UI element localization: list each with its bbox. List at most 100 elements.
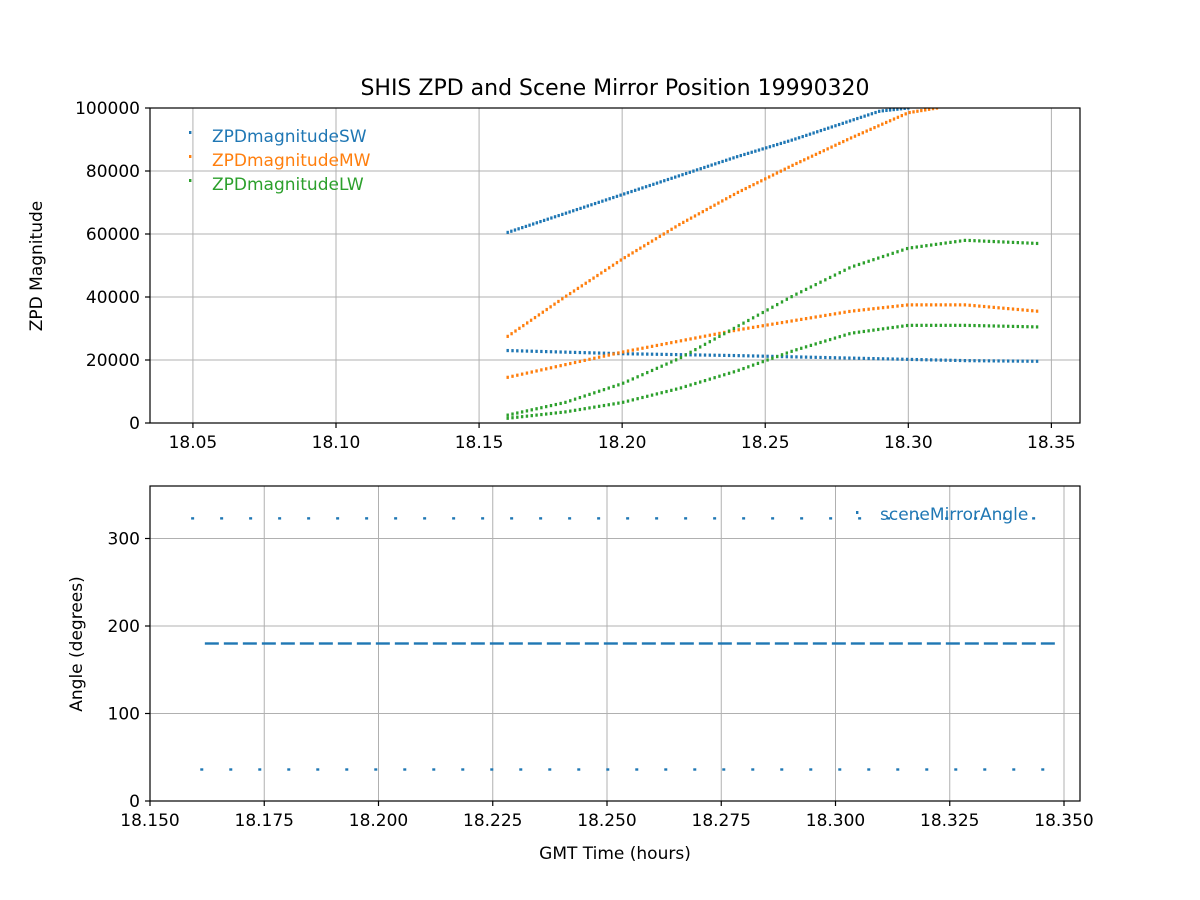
- data-point-ZPDmagnitudeLW: [732, 370, 736, 374]
- data-point-ZPDmagnitudeMW: [843, 310, 846, 314]
- data-point-ZPDmagnitudeLW: [949, 240, 952, 244]
- data-point-ZPDmagnitudeLW: [973, 323, 976, 328]
- data-point-sceneMirrorAngle: [565, 642, 580, 645]
- legend-marker-ZPDmagnitudeLW: [189, 179, 192, 182]
- data-point-ZPDmagnitudeLW: [886, 253, 890, 257]
- data-point-ZPDmagnitudeLW: [954, 240, 957, 244]
- data-point-ZPDmagnitudeLW: [511, 412, 514, 416]
- data-point-ZPDmagnitudeMW: [576, 286, 580, 291]
- data-point-ZPDmagnitudeMW: [905, 303, 909, 307]
- data-point-ZPDmagnitudeSW: [735, 155, 739, 159]
- data-point-ZPDmagnitudeMW: [597, 355, 601, 359]
- data-point-ZPDmagnitudeMW: [553, 302, 556, 306]
- data-point-ZPDmagnitudeLW: [593, 405, 596, 409]
- data-point-ZPDmagnitudeSW: [644, 185, 648, 189]
- data-point-ZPDmagnitudeLW: [901, 248, 904, 252]
- data-point-ZPDmagnitudeSW: [717, 161, 721, 165]
- data-point-ZPDmagnitudeSW: [857, 356, 861, 360]
- data-point-sceneMirrorAngle: [809, 768, 813, 771]
- data-point-ZPDmagnitudeMW: [522, 324, 525, 328]
- data-point-ZPDmagnitudeSW: [721, 159, 724, 164]
- data-point-ZPDmagnitudeLW: [901, 324, 904, 328]
- data-point-ZPDmagnitudeSW: [925, 358, 928, 362]
- data-point-ZPDmagnitudeSW: [751, 354, 755, 358]
- data-point-ZPDmagnitudeMW: [810, 154, 814, 158]
- data-point-ZPDmagnitudeSW: [602, 351, 606, 355]
- data-point-ZPDmagnitudeMW: [516, 373, 519, 377]
- data-point-ZPDmagnitudeLW: [583, 394, 586, 398]
- data-point-ZPDmagnitudeLW: [569, 409, 572, 413]
- data-point-ZPDmagnitudeLW: [506, 416, 509, 420]
- data-point-ZPDmagnitudeMW: [641, 346, 644, 350]
- data-point-sceneMirrorAngle: [489, 642, 504, 645]
- data-point-ZPDmagnitudeLW: [934, 323, 938, 327]
- data-point-ZPDmagnitudeLW: [525, 414, 529, 418]
- data-point-ZPDmagnitudeLW: [665, 389, 668, 394]
- data-point-ZPDmagnitudeMW: [650, 239, 654, 243]
- data-point-ZPDmagnitudeMW: [949, 303, 952, 307]
- mirror-angle-axes: 18.150 18.175 18.200 18.225 18.250 18.275 18.3…: [67, 485, 1094, 864]
- data-point-ZPDmagnitudeMW: [670, 227, 673, 231]
- data-point-ZPDmagnitudeLW: [544, 405, 548, 409]
- data-point-ZPDmagnitudeSW: [886, 357, 890, 361]
- data-point-ZPDmagnitudeSW: [513, 228, 517, 232]
- data-point-sceneMirrorAngle: [858, 517, 862, 520]
- data-point-sceneMirrorAngle: [1021, 642, 1036, 645]
- data-point-ZPDmagnitudeSW: [516, 349, 519, 353]
- data-point-ZPDmagnitudeMW: [549, 305, 552, 309]
- data-point-ZPDmagnitudeSW: [809, 355, 813, 359]
- data-point-ZPDmagnitudeMW: [891, 304, 894, 309]
- data-point-ZPDmagnitudeMW: [510, 332, 513, 336]
- data-point-ZPDmagnitudeMW: [997, 306, 1000, 310]
- data-point-ZPDmagnitudeLW: [934, 242, 938, 246]
- data-point-ZPDmagnitudeSW: [646, 352, 649, 356]
- data-point-ZPDmagnitudeSW: [506, 230, 509, 235]
- data-point-ZPDmagnitudeMW: [822, 149, 825, 153]
- data-point-ZPDmagnitudeSW: [648, 183, 651, 188]
- data-point-ZPDmagnitudeSW: [888, 108, 892, 112]
- data-point-ZPDmagnitudeSW: [573, 350, 577, 355]
- data-point-ZPDmagnitudeSW: [728, 157, 732, 161]
- data-point-ZPDmagnitudeSW: [542, 218, 546, 222]
- data-point-ZPDmagnitudeLW: [646, 394, 649, 398]
- data-point-ZPDmagnitudeLW: [737, 368, 740, 372]
- data-point-ZPDmagnitudeMW: [982, 304, 986, 309]
- data-point-ZPDmagnitudeSW: [684, 171, 688, 176]
- data-point-ZPDmagnitudeSW: [739, 153, 742, 158]
- data-point-ZPDmagnitudeSW: [862, 356, 866, 360]
- zpd-y-tick-label: 80000: [86, 162, 140, 182]
- data-point-ZPDmagnitudeLW: [930, 243, 933, 247]
- data-point-ZPDmagnitudeLW: [809, 343, 813, 347]
- data-point-ZPDmagnitudeMW: [809, 316, 813, 320]
- data-point-sceneMirrorAngle: [693, 768, 697, 771]
- data-point-ZPDmagnitudeMW: [698, 335, 702, 339]
- data-point-ZPDmagnitudeLW: [742, 321, 745, 325]
- data-point-ZPDmagnitudeMW: [535, 369, 538, 373]
- data-point-ZPDmagnitudeSW: [780, 354, 784, 359]
- data-point-ZPDmagnitudeSW: [1016, 359, 1020, 363]
- data-point-ZPDmagnitudeSW: [723, 353, 726, 357]
- data-point-ZPDmagnitudeSW: [714, 162, 717, 166]
- data-point-ZPDmagnitudeSW: [874, 110, 877, 115]
- data-point-ZPDmagnitudeSW: [885, 108, 888, 113]
- data-point-sceneMirrorAngle: [546, 642, 561, 645]
- data-point-ZPDmagnitudeSW: [987, 359, 991, 363]
- data-point-ZPDmagnitudeSW: [692, 169, 695, 173]
- zpd-series: [506, 108, 1039, 420]
- data-point-ZPDmagnitudeMW: [619, 258, 623, 262]
- data-point-ZPDmagnitudeMW: [915, 303, 918, 307]
- data-point-ZPDmagnitudeMW: [1026, 308, 1029, 312]
- data-point-ZPDmagnitudeLW: [795, 348, 798, 352]
- data-point-sceneMirrorAngle: [896, 768, 900, 771]
- data-point-ZPDmagnitudeSW: [833, 356, 837, 360]
- data-point-ZPDmagnitudeMW: [506, 334, 509, 338]
- data-point-ZPDmagnitudeMW: [924, 108, 927, 112]
- data-point-ZPDmagnitudeLW: [852, 331, 856, 335]
- data-point-ZPDmagnitudeLW: [650, 368, 654, 373]
- data-point-ZPDmagnitudeLW: [689, 350, 692, 354]
- data-point-ZPDmagnitudeSW: [677, 174, 681, 178]
- data-point-ZPDmagnitudeLW: [857, 330, 861, 334]
- data-point-ZPDmagnitudeMW: [612, 352, 615, 356]
- zpd-y-tick-label: 60000: [86, 225, 140, 245]
- data-point-sceneMirrorAngle: [831, 642, 846, 645]
